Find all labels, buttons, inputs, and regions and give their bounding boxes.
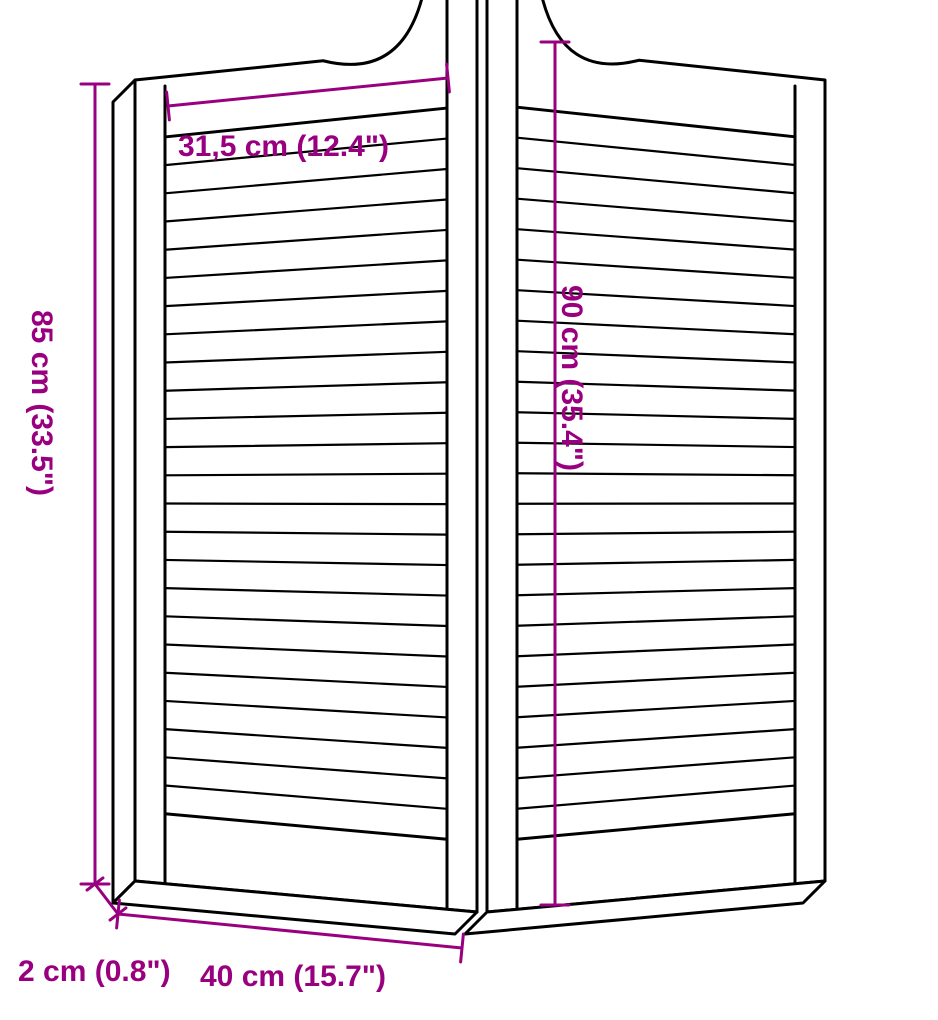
- door-dimension-drawing: [0, 0, 938, 1020]
- dim-side-height-label: 85 cm (33.5"): [24, 310, 58, 496]
- dim-full-height-label: 90 cm (35.4"): [554, 285, 588, 471]
- dim-panel-width-label: 40 cm (15.7"): [200, 960, 386, 994]
- dim-inner-width-label: 31,5 cm (12.4"): [178, 130, 389, 164]
- dim-depth-label: 2 cm (0.8"): [18, 955, 171, 989]
- diagram-stage: 31,5 cm (12.4") 90 cm (35.4") 85 cm (33.…: [0, 0, 938, 1020]
